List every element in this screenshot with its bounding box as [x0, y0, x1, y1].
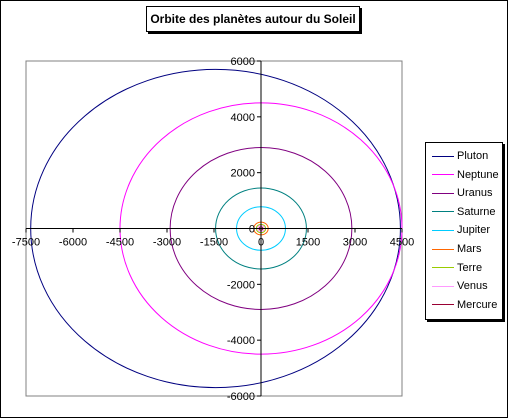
legend-label: Pluton — [457, 150, 489, 162]
y-tick-label: 2000 — [231, 168, 255, 180]
legend-item-saturne: Saturne — [432, 204, 496, 220]
legend-item-pluton: Pluton — [432, 148, 488, 164]
legend-label: Uranus — [457, 187, 493, 200]
axes-group — [25, 60, 403, 397]
y-tick-label: -4000 — [227, 335, 255, 347]
chart-title: Orbite des planètes autour du Soleil — [146, 6, 360, 32]
legend-swatch — [432, 267, 454, 269]
y-tick-label: 0 — [249, 224, 255, 236]
x-tick-label: -4500 — [106, 237, 134, 249]
legend-swatch — [432, 155, 454, 157]
legend-swatch — [432, 285, 454, 287]
legend-item-terre: Terre — [432, 260, 482, 276]
tick-labels-group: -7500 -6000 -4500 -3000 -1500 0 1500 3000 4500 -6… — [12, 56, 414, 403]
x-tick-label: 4500 — [390, 237, 414, 249]
legend-label: Mars — [457, 243, 482, 255]
legend-label: Jupiter — [457, 224, 491, 237]
legend-swatch — [432, 211, 454, 213]
x-tick-label: -1500 — [200, 237, 228, 249]
legend-swatch — [432, 192, 454, 194]
x-tick-label: 0 — [258, 237, 264, 249]
legend-swatch — [432, 304, 454, 306]
legend-label: Venus — [457, 280, 488, 293]
y-tick-label: -6000 — [227, 391, 255, 403]
legend-item-uranus: Uranus — [432, 185, 492, 201]
x-tick-label: 1500 — [296, 237, 320, 249]
legend-label: Terre — [457, 261, 483, 274]
legend-item-venus: Venus — [432, 278, 488, 294]
legend-item-mars: Mars — [432, 241, 481, 257]
y-tick-label: 4000 — [231, 112, 255, 124]
legend-swatch — [432, 248, 454, 250]
x-tick-label: -6000 — [59, 237, 87, 249]
legend-item-jupiter: Jupiter — [432, 222, 490, 238]
legend-item-neptune: Neptune — [432, 167, 499, 183]
x-tick-label: -7500 — [12, 237, 40, 249]
legend-item-mercure: Mercure — [432, 297, 497, 313]
legend-swatch — [432, 229, 454, 231]
y-tick-label: 6000 — [231, 56, 255, 68]
y-tick-label: -2000 — [227, 279, 255, 291]
legend-swatch — [432, 174, 454, 176]
legend-label: Neptune — [457, 168, 499, 181]
legend-label: Mercure — [457, 298, 498, 311]
x-tick-label: -3000 — [153, 237, 181, 249]
legend: Pluton Neptune Uranus Saturne Jupiter Mars Ter… — [425, 142, 503, 320]
legend-label: Saturne — [457, 205, 496, 218]
x-tick-label: 3000 — [343, 237, 367, 249]
